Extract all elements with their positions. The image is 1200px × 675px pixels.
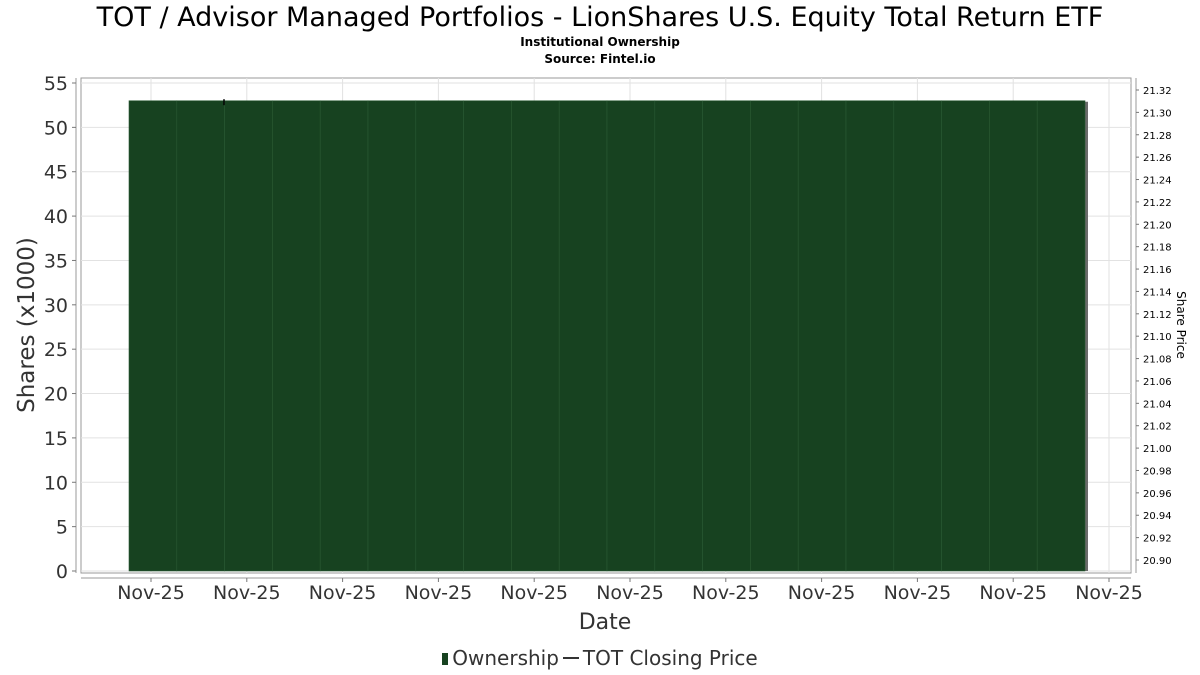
y2-tick-label: 21.18 bbox=[1143, 243, 1172, 254]
ownership-bar bbox=[367, 100, 417, 572]
x-tick-label: Nov-25 bbox=[500, 582, 568, 604]
ownership-legend-swatch bbox=[442, 653, 449, 665]
ownership-bar bbox=[415, 100, 464, 572]
y2-axis-title: Share Price bbox=[1174, 291, 1188, 359]
y-tick-label: 50 bbox=[44, 117, 68, 139]
ownership-bar bbox=[128, 100, 178, 572]
y2-tick-label: 21.24 bbox=[1143, 176, 1172, 187]
ownership-bar bbox=[750, 100, 799, 572]
price-legend-label: TOT Closing Price bbox=[582, 646, 758, 670]
x-tick-label: Nov-25 bbox=[405, 582, 473, 604]
y2-tick-label: 21.30 bbox=[1143, 108, 1172, 119]
chart-source: Source: Fintel.io bbox=[544, 52, 656, 66]
y2-tick-label: 21.26 bbox=[1143, 153, 1172, 164]
y2-tick-label: 21.02 bbox=[1143, 422, 1172, 433]
y-tick-label: 55 bbox=[44, 73, 68, 95]
y2-tick-label: 20.96 bbox=[1143, 489, 1172, 500]
y2-tick-label: 21.20 bbox=[1143, 220, 1172, 231]
x-tick-label: Nov-25 bbox=[213, 582, 281, 604]
ownership-bar bbox=[272, 100, 321, 572]
chart-title: TOT / Advisor Managed Portfolios - LionS… bbox=[96, 2, 1104, 33]
y2-tick-label: 21.32 bbox=[1143, 86, 1172, 97]
y-tick-label: 20 bbox=[44, 384, 68, 406]
x-tick-label: Nov-25 bbox=[1075, 582, 1143, 604]
ownership-bar bbox=[463, 100, 512, 572]
y-axis-title: Shares (x1000) bbox=[14, 237, 40, 413]
ownership-bar bbox=[797, 100, 847, 572]
price-legend-line bbox=[562, 657, 579, 659]
y2-tick-label: 21.04 bbox=[1143, 399, 1172, 410]
y2-tick-label: 21.16 bbox=[1143, 265, 1172, 276]
ownership-bar bbox=[941, 100, 990, 572]
x-tick-label: Nov-25 bbox=[979, 582, 1047, 604]
y2-tick-label: 20.94 bbox=[1143, 511, 1172, 522]
y-tick-label: 35 bbox=[44, 250, 68, 272]
y2-tick-label: 20.98 bbox=[1143, 466, 1172, 477]
ownership-bar bbox=[1036, 100, 1086, 572]
ownership-bar bbox=[893, 100, 942, 572]
y2-tick-label: 21.10 bbox=[1143, 332, 1172, 343]
ownership-bar bbox=[845, 100, 895, 572]
ownership-bar bbox=[989, 100, 1038, 572]
y2-tick-label: 20.90 bbox=[1143, 556, 1172, 567]
x-tick-label: Nov-25 bbox=[788, 582, 856, 604]
ownership-bar bbox=[224, 100, 273, 572]
ownership-bar bbox=[558, 100, 608, 572]
ownership-bar bbox=[606, 100, 656, 572]
x-tick-label: Nov-25 bbox=[692, 582, 760, 604]
y-tick-label: 0 bbox=[56, 561, 68, 583]
chart-legend: Ownership TOT Closing Price bbox=[0, 646, 1200, 670]
y-tick-label: 10 bbox=[44, 472, 68, 494]
ownership-bar bbox=[702, 100, 751, 572]
x-tick-label: Nov-25 bbox=[309, 582, 377, 604]
y2-tick-label: 21.00 bbox=[1143, 444, 1172, 455]
y-tick-label: 30 bbox=[44, 295, 68, 317]
ownership-bar bbox=[176, 100, 225, 572]
ownership-bar bbox=[511, 100, 560, 572]
y2-tick-label: 20.92 bbox=[1143, 534, 1172, 545]
y-tick-label: 40 bbox=[44, 206, 68, 228]
chart-subtitle: Institutional Ownership bbox=[520, 35, 680, 49]
y-tick-label: 25 bbox=[44, 339, 68, 361]
y2-tick-label: 21.12 bbox=[1143, 310, 1172, 321]
y2-tick-label: 21.28 bbox=[1143, 131, 1172, 142]
y-tick-label: 15 bbox=[44, 428, 68, 450]
x-tick-label: Nov-25 bbox=[117, 582, 185, 604]
y2-tick-label: 21.06 bbox=[1143, 377, 1172, 388]
ownership-legend-label: Ownership bbox=[452, 646, 559, 670]
y2-tick-label: 21.08 bbox=[1143, 355, 1172, 366]
y-tick-label: 5 bbox=[56, 517, 68, 539]
y2-tick-label: 21.14 bbox=[1143, 287, 1172, 298]
x-tick-label: Nov-25 bbox=[884, 582, 952, 604]
x-tick-label: Nov-25 bbox=[596, 582, 664, 604]
ownership-bar bbox=[319, 100, 369, 572]
y-tick-label: 45 bbox=[44, 162, 68, 184]
x-axis-title: Date bbox=[579, 610, 632, 635]
ownership-bar bbox=[654, 100, 703, 572]
y2-tick-label: 21.22 bbox=[1143, 198, 1172, 209]
